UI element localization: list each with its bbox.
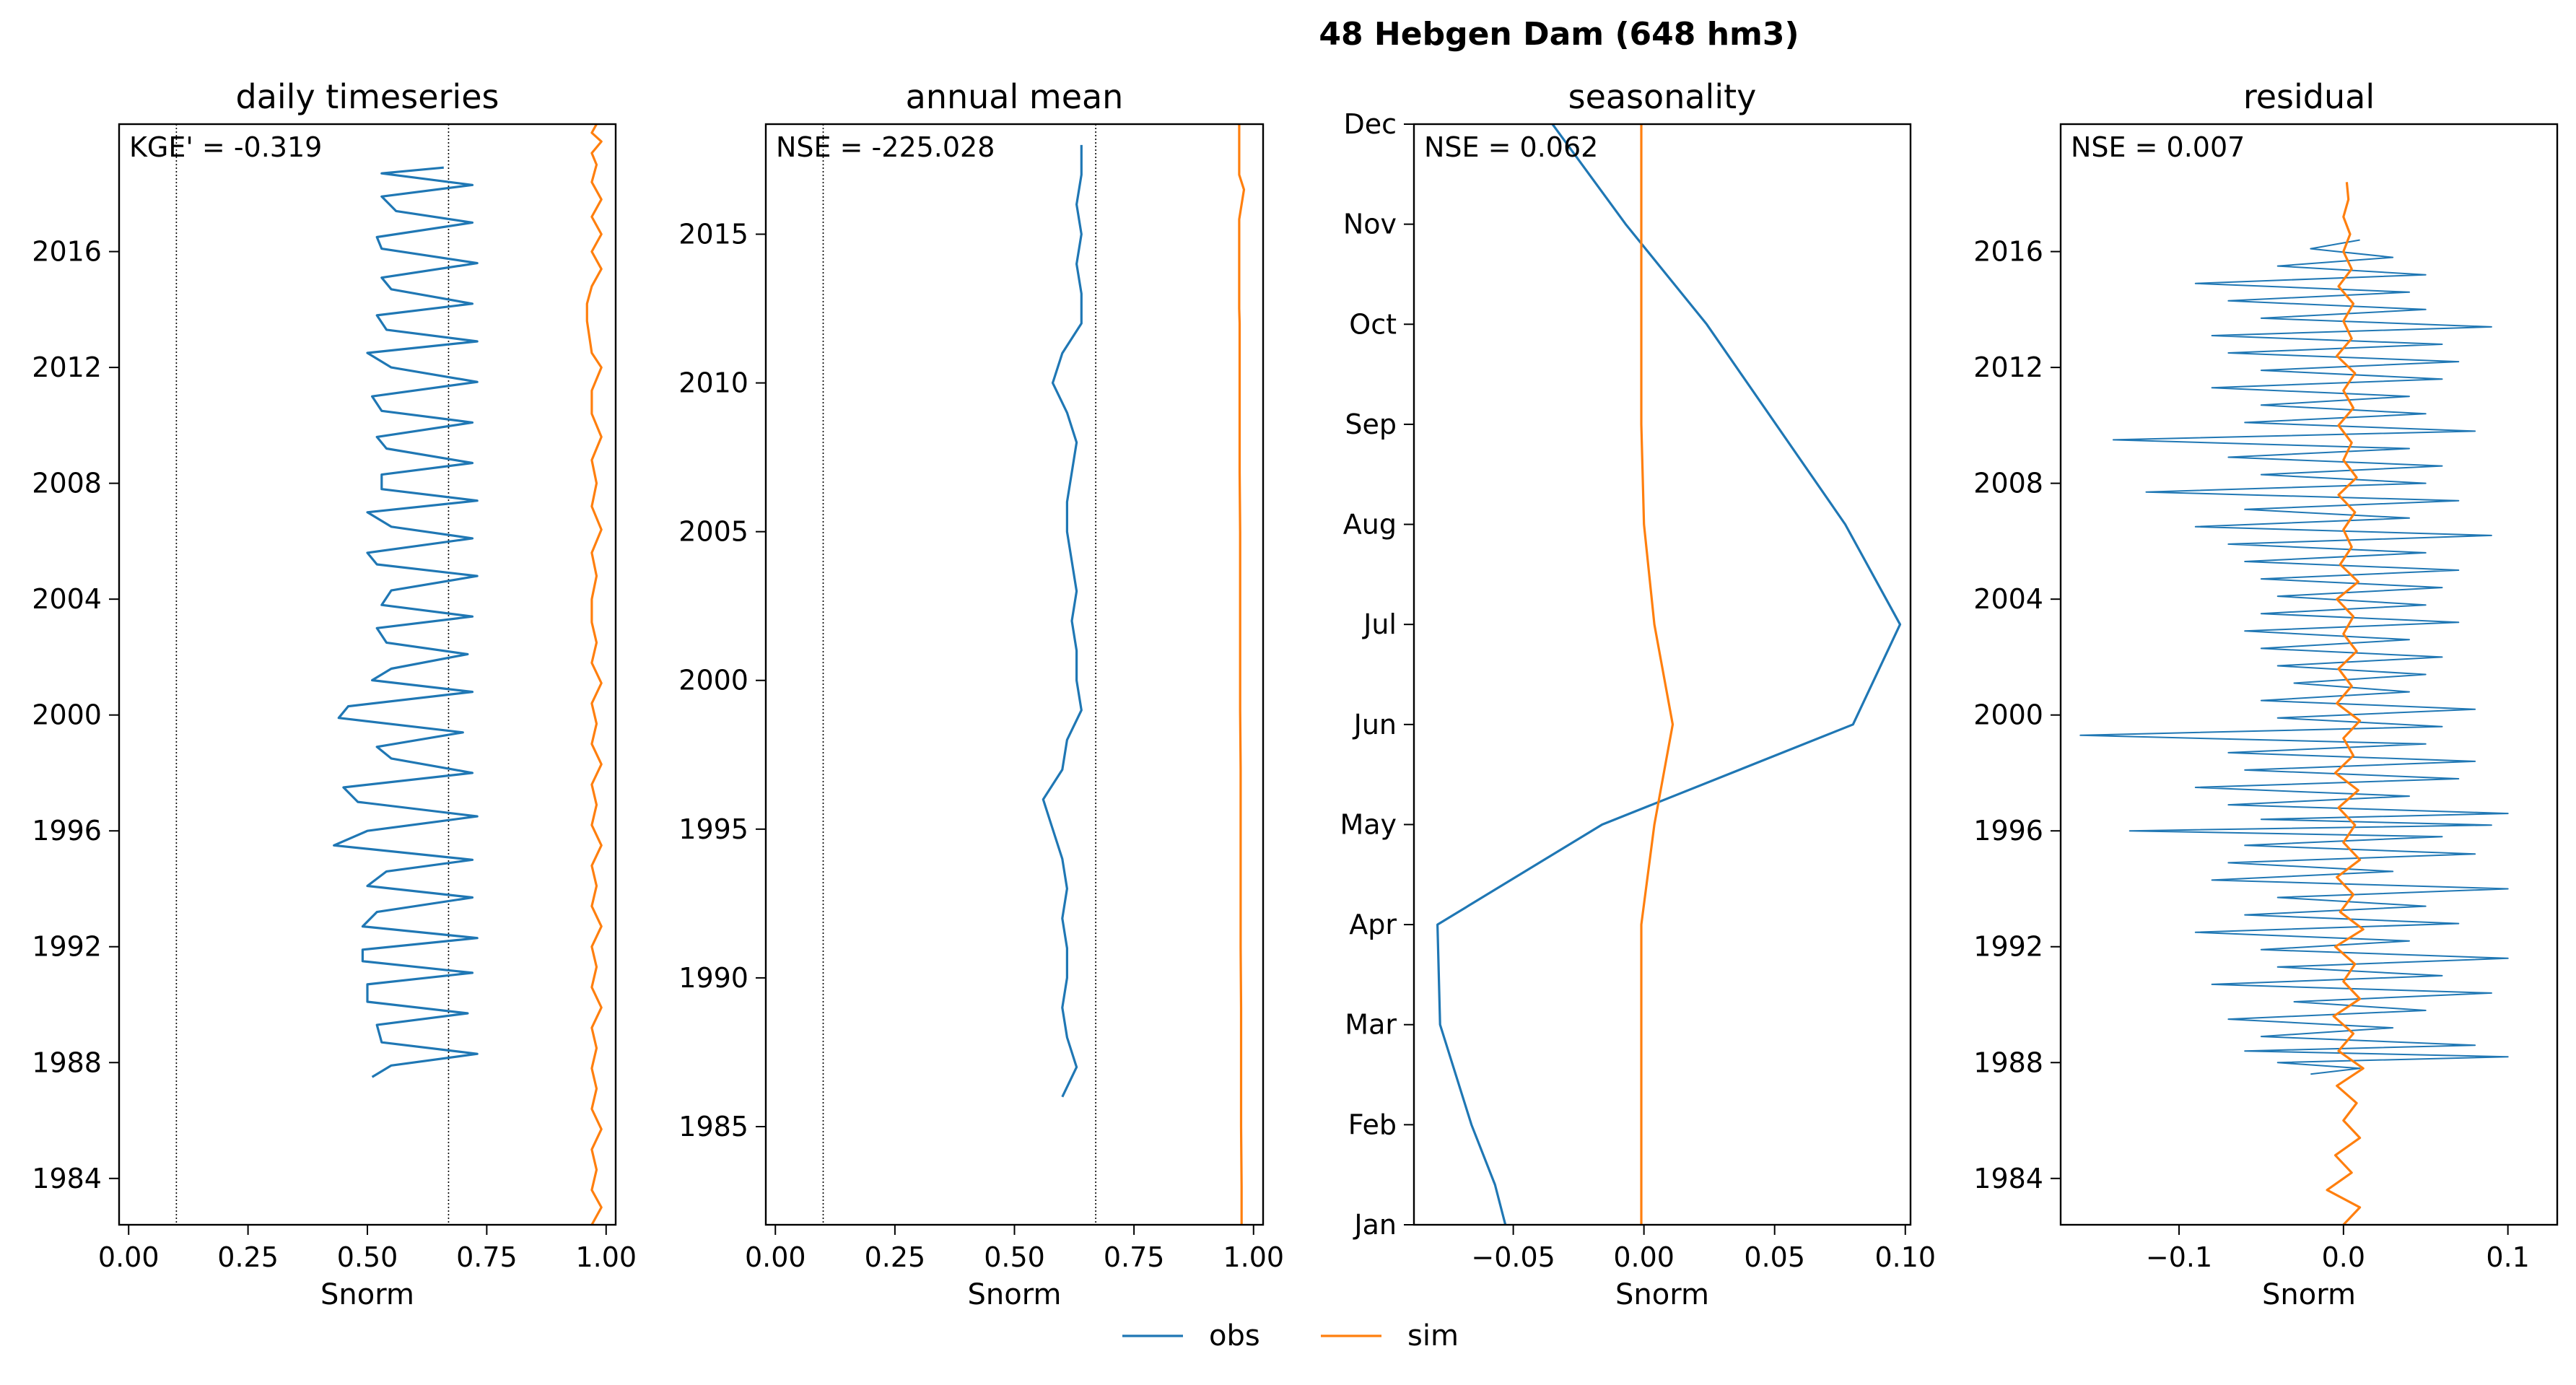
x-axis-label: Snorm xyxy=(2262,1278,2356,1311)
y-tick-label: Jul xyxy=(1362,608,1397,640)
metric-label: NSE = 0.007 xyxy=(2071,131,2245,163)
x-axis-label: Snorm xyxy=(1615,1278,1709,1311)
y-tick-label: 1992 xyxy=(32,931,102,963)
panel-2: annual mean NSE = -225.028 0.00 0.25 0.50 0.7… xyxy=(678,77,1284,1311)
y-tick-label: 1992 xyxy=(1973,931,2043,963)
panel-title: daily timeseries xyxy=(236,77,499,116)
y-tick-label: Apr xyxy=(1349,909,1397,940)
y-tick-label: 2000 xyxy=(32,699,102,731)
x-tick-label: 0.10 xyxy=(1874,1241,1936,1273)
series-line-sim xyxy=(1640,124,1675,1225)
x-tick-label: 0.75 xyxy=(456,1241,518,1273)
y-tick-label: 2015 xyxy=(678,219,748,250)
y-tick-label: 2005 xyxy=(678,516,748,548)
y-tick-label: Dec xyxy=(1343,108,1397,140)
x-tick-label: 0.00 xyxy=(98,1241,160,1273)
y-tick-label: 2012 xyxy=(32,351,102,383)
series-line-sim xyxy=(1238,124,1246,1225)
axes-frame xyxy=(1413,123,1912,1226)
series-line-sim xyxy=(585,124,603,1225)
y-tick-label: 1984 xyxy=(1973,1163,2043,1194)
y-tick-label: 2012 xyxy=(1973,351,2043,383)
y-tick-label: Feb xyxy=(1348,1109,1397,1140)
y-tick-label: Mar xyxy=(1345,1009,1397,1041)
y-tick-label: Aug xyxy=(1343,509,1397,541)
y-tick-label: Jun xyxy=(1353,709,1397,740)
series-line-obs xyxy=(1436,124,1902,1225)
x-tick-label: 0.50 xyxy=(337,1241,398,1273)
legend-label-sim: sim xyxy=(1407,1319,1459,1353)
x-axis-label: Snorm xyxy=(968,1278,1062,1311)
y-tick-label: 2016 xyxy=(1973,236,2043,268)
y-tick-label: 2010 xyxy=(678,367,748,399)
x-tick-label: 0.50 xyxy=(984,1241,1045,1273)
y-tick-label: 2016 xyxy=(32,236,102,268)
panel-title: annual mean xyxy=(906,77,1124,116)
x-tick-label: 1.00 xyxy=(575,1241,637,1273)
legend-label-obs: obs xyxy=(1209,1319,1260,1353)
y-tick-label: 2008 xyxy=(32,468,102,499)
x-tick-label: −0.1 xyxy=(2146,1241,2212,1273)
y-tick-label: May xyxy=(1340,808,1397,840)
x-axis-label: Snorm xyxy=(320,1278,414,1311)
metric-label: NSE = 0.062 xyxy=(1424,131,1598,163)
x-tick-label: 0.25 xyxy=(217,1241,279,1273)
legend: obs sim xyxy=(1122,1319,1459,1353)
y-tick-label: 1988 xyxy=(1973,1047,2043,1078)
y-tick-label: 2008 xyxy=(1973,468,2043,499)
metric-label: NSE = -225.028 xyxy=(776,131,995,163)
y-tick-label: Jan xyxy=(1353,1209,1397,1241)
figure-suptitle: 48 Hebgen Dam (648 hm3) xyxy=(1319,16,1799,53)
y-tick-label: Sep xyxy=(1345,408,1397,440)
y-tick-label: 1990 xyxy=(678,962,748,994)
y-tick-label: 1996 xyxy=(1973,815,2043,847)
panel-4: residual NSE = 0.007 −0.1 0.0 0.1 1984 1988 199… xyxy=(1973,77,2559,1311)
y-tick-label: Nov xyxy=(1343,209,1397,240)
series-line-obs xyxy=(1042,144,1083,1098)
y-tick-label: 2004 xyxy=(32,583,102,615)
x-tick-label: 0.25 xyxy=(865,1241,926,1273)
y-tick-label: 1996 xyxy=(32,815,102,847)
y-tick-label: 1984 xyxy=(32,1163,102,1194)
x-tick-label: 0.0 xyxy=(2322,1241,2365,1273)
series-line-obs xyxy=(2079,239,2509,1075)
series-line-obs xyxy=(333,166,479,1078)
y-tick-label: Oct xyxy=(1349,308,1397,340)
y-tick-label: 1995 xyxy=(678,813,748,845)
x-tick-label: 0.1 xyxy=(2486,1241,2529,1273)
x-tick-label: 0.75 xyxy=(1104,1241,1165,1273)
x-tick-label: 0.00 xyxy=(745,1241,806,1273)
x-tick-label: 0.00 xyxy=(1613,1241,1675,1273)
metric-label: KGE' = -0.319 xyxy=(129,131,322,163)
y-tick-label: 1985 xyxy=(678,1111,748,1142)
x-tick-label: 1.00 xyxy=(1223,1241,1284,1273)
series-line-sim xyxy=(2326,182,2365,1225)
y-tick-label: 2004 xyxy=(1973,583,2043,615)
axes-frame xyxy=(2059,123,2559,1226)
y-tick-label: 2000 xyxy=(1973,699,2043,731)
y-tick-label: 1988 xyxy=(32,1047,102,1078)
panel-title: residual xyxy=(2243,77,2375,116)
panel-title: seasonality xyxy=(1568,77,1757,116)
x-tick-label: −0.05 xyxy=(1471,1241,1555,1273)
panel-1: daily timeseries KGE' = -0.319 0.00 0.25 0.5… xyxy=(32,77,637,1311)
panel-3: seasonality NSE = 0.062 −0.05 0.00 0.05 0.10 J… xyxy=(1340,77,1936,1311)
x-tick-label: 0.05 xyxy=(1744,1241,1805,1273)
panels: daily timeseries KGE' = -0.319 0.00 0.25 0.5… xyxy=(32,77,2559,1311)
y-tick-label: 2000 xyxy=(678,665,748,696)
